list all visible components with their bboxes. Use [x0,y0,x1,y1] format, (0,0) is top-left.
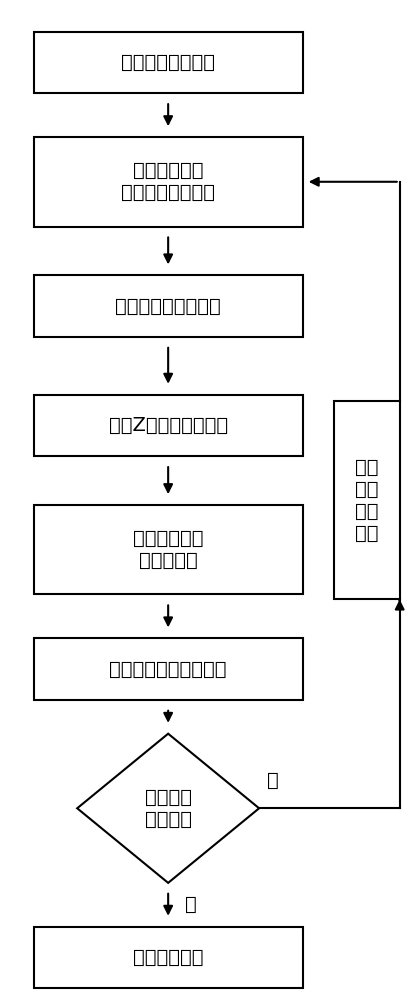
Text: 确定流道出入口位置: 确定流道出入口位置 [115,297,221,316]
Text: 确定发热器件位置: 确定发热器件位置 [121,53,215,72]
Text: 流道设计合格: 流道设计合格 [133,948,203,967]
Bar [34,32,303,93]
Text: 确定Z型流道几何模型: 确定Z型流道几何模型 [109,416,228,435]
Text: 修改
流道
截面
参数: 修改 流道 截面 参数 [355,458,378,542]
Text: 是: 是 [185,895,197,914]
Text: 建立天线线阵
有限元模型: 建立天线线阵 有限元模型 [133,529,203,570]
Bar [34,927,303,988]
Text: 根据器件位置
确定纵向流道位置: 根据器件位置 确定纵向流道位置 [121,161,215,202]
Bar [34,137,303,227]
Bar [34,395,303,456]
Text: 是否满足
指标要求: 是否满足 指标要求 [145,788,191,829]
Text: 计算天线线阵温度分布: 计算天线线阵温度分布 [109,660,227,679]
Bar [34,638,303,700]
Polygon shape [77,734,259,883]
Bar [34,275,303,337]
Bar [34,505,303,594]
Bar [334,401,400,599]
Text: 否: 否 [267,771,279,790]
